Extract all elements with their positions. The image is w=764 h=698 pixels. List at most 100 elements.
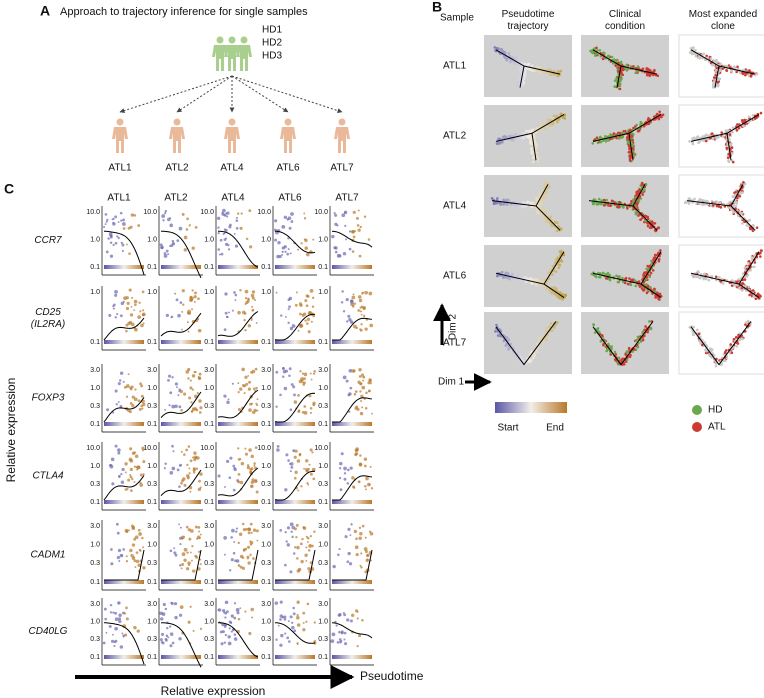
cell-dot — [760, 249, 763, 252]
cell-dot — [186, 311, 190, 315]
cell-dot — [236, 611, 240, 615]
cell-dot — [716, 81, 720, 84]
cell-dot — [533, 354, 537, 357]
cell-dot — [127, 226, 131, 230]
tick-label: 0.1 — [147, 421, 157, 428]
gradient-legend — [495, 402, 567, 413]
baseline-band — [218, 580, 258, 584]
cell-dot — [706, 203, 710, 206]
cell-dot — [724, 129, 728, 132]
cell-dot — [305, 459, 309, 463]
tick-label: 10.0 — [86, 445, 100, 452]
cell-dot — [286, 526, 291, 530]
cell-dot — [122, 227, 126, 230]
cell-dot — [187, 377, 190, 380]
cell-dot — [113, 644, 116, 648]
cell-dot — [751, 289, 755, 292]
cell-dot — [115, 522, 119, 526]
plot-background — [484, 312, 572, 374]
cell-dot — [531, 128, 535, 131]
cell-dot — [121, 467, 125, 472]
cell-dot — [117, 601, 121, 605]
cell-dot — [286, 543, 290, 547]
cell-dot — [199, 558, 202, 561]
cell-dot — [256, 539, 259, 542]
cell-dot — [618, 79, 621, 82]
cell-dot — [330, 639, 335, 644]
cell-dot — [299, 370, 302, 373]
cell-dot — [165, 634, 169, 638]
cell-dot — [217, 231, 220, 235]
cell-dot — [121, 249, 124, 253]
cell-dot — [186, 551, 189, 554]
cell-dot — [303, 467, 306, 470]
cell-dot — [193, 300, 196, 303]
cell-dot — [631, 350, 634, 353]
cell-dot — [700, 202, 704, 206]
cell-dot — [743, 220, 746, 224]
cell-dot — [226, 211, 230, 215]
cell-dot — [595, 46, 598, 50]
cell-dot — [275, 638, 278, 641]
cell-dot — [237, 407, 241, 412]
cell-dot — [164, 212, 167, 215]
cell-dot — [187, 330, 190, 333]
cell-dot — [333, 246, 337, 250]
cell-dot — [502, 276, 505, 279]
cell-dot — [294, 449, 298, 453]
cell-dot — [626, 140, 630, 144]
tick-label: 0.1 — [318, 421, 328, 428]
cell-dot — [164, 408, 166, 411]
baseline-band — [332, 500, 372, 504]
cell-dot — [133, 397, 138, 402]
tick-label: 3.0 — [90, 601, 100, 608]
cell-dot — [500, 202, 504, 206]
cell-dot — [522, 80, 526, 84]
cell-dot — [369, 531, 374, 536]
cell-dot — [173, 602, 178, 606]
cell-dot — [137, 563, 141, 567]
cell-dot — [252, 557, 255, 560]
legend-label: End — [546, 423, 564, 434]
cell-dot — [242, 528, 247, 532]
cell-dot — [646, 222, 649, 225]
cell-dot — [519, 204, 522, 207]
cell-dot — [181, 563, 185, 566]
cell-dot — [737, 333, 740, 337]
cell-dot — [253, 464, 256, 467]
cell-dot — [255, 490, 259, 494]
cell-dot — [226, 215, 229, 218]
cell-dot — [728, 137, 731, 141]
fit-curve — [332, 549, 373, 581]
cell-dot — [304, 319, 307, 322]
cell-dot — [174, 615, 178, 620]
cell-dot — [558, 263, 562, 267]
cell-dot — [300, 559, 304, 564]
legend-dot — [692, 422, 702, 432]
head — [216, 36, 224, 44]
cell-dot — [595, 136, 599, 139]
cell-dot — [337, 553, 340, 557]
cell-dot — [542, 208, 545, 211]
cell-dot — [621, 68, 625, 72]
cell-dot — [237, 564, 241, 567]
cell-dot — [348, 368, 353, 373]
tick-label: 0.1 — [261, 339, 271, 346]
cell-dot — [545, 326, 548, 330]
cell-dot — [129, 467, 133, 472]
cell-dot — [597, 197, 601, 201]
fit-curve — [103, 317, 145, 341]
cell-dot — [692, 136, 696, 140]
cell-dot — [142, 460, 146, 464]
cell-dot — [528, 278, 532, 281]
cell-dot — [104, 617, 107, 621]
cell-dot — [288, 226, 292, 230]
cell-dot — [368, 291, 373, 296]
cell-dot — [251, 616, 254, 619]
baseline-band — [332, 422, 372, 426]
cell-dot — [759, 255, 762, 258]
cell-dot — [282, 367, 285, 370]
cell-dot — [338, 476, 342, 480]
cell-dot — [503, 134, 506, 138]
cell-dot — [178, 390, 181, 393]
